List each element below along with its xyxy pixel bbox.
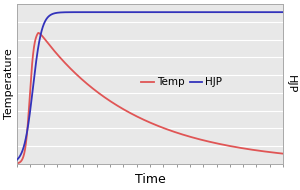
HJP (281, 11, 285, 13)
HJP (15, 159, 19, 161)
Temp (15, 162, 19, 165)
Temp (281, 153, 285, 155)
HJP (29, 107, 32, 109)
Line: Temp: Temp (17, 33, 283, 163)
HJP (137, 11, 141, 13)
X-axis label: Time: Time (135, 173, 165, 186)
Line: HJP: HJP (17, 12, 283, 160)
Temp (274, 152, 277, 154)
Temp (145, 120, 148, 122)
Legend: Temp, HJP: Temp, HJP (137, 73, 226, 92)
HJP (194, 11, 198, 13)
Y-axis label: HJP: HJP (286, 75, 296, 93)
Temp (274, 152, 277, 154)
Temp (225, 144, 228, 146)
HJP (145, 11, 148, 13)
HJP (225, 11, 228, 13)
Temp (138, 116, 141, 119)
HJP (274, 11, 277, 13)
HJP (274, 11, 277, 13)
Y-axis label: Temperature: Temperature (4, 49, 14, 119)
Temp (29, 84, 32, 86)
Temp (36, 32, 40, 34)
